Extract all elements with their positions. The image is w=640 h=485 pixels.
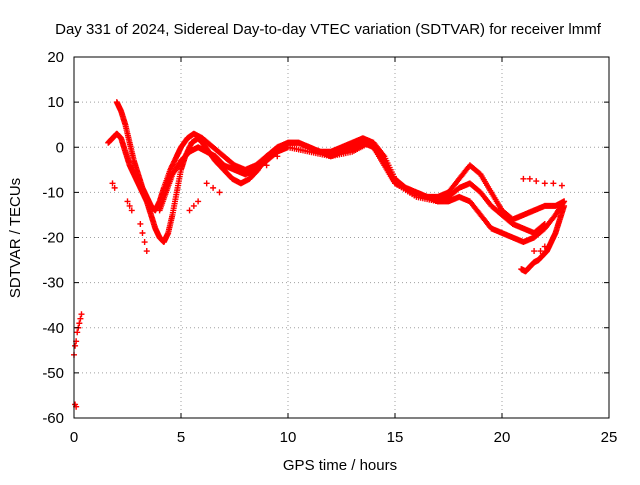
y-tick-label: 20 (47, 49, 64, 66)
data-point (540, 221, 547, 228)
data-point (76, 320, 83, 327)
y-tick-label: 0 (56, 139, 64, 156)
data-point (526, 175, 533, 182)
data-point (128, 207, 135, 214)
data-point (541, 180, 548, 187)
data-point (111, 184, 118, 191)
data-point (139, 229, 146, 236)
data-point (520, 175, 527, 182)
y-tick-label: -10 (42, 184, 64, 201)
y-tick-label: -50 (42, 365, 64, 382)
data-point (137, 220, 144, 227)
data-point (263, 162, 270, 169)
x-tick-label: 10 (280, 429, 297, 446)
x-axis-label: GPS time / hours (283, 457, 397, 474)
data-point (74, 329, 81, 336)
data-point (78, 311, 85, 318)
y-tick-label: -30 (42, 275, 64, 292)
y-axis-label: SDTVAR / TECUs (7, 178, 24, 298)
x-tick-label: 15 (387, 429, 404, 446)
data-point (109, 180, 116, 187)
x-tick-label: 25 (601, 429, 618, 446)
y-tick-label: -40 (42, 320, 64, 337)
data-point (274, 153, 281, 160)
data-point (561, 202, 568, 209)
data-point (541, 220, 548, 227)
axis-ticks: 0 5 10 15 20 25 -60 -50 -40 -30 -20 -10 0 10 20 (42, 49, 617, 446)
data-point (124, 198, 131, 205)
data-point (210, 184, 217, 191)
data-point (77, 315, 84, 322)
data-point (558, 182, 565, 189)
x-tick-label: 20 (494, 429, 511, 446)
data-point (186, 207, 193, 214)
data-point (126, 202, 133, 209)
data-point (190, 202, 197, 209)
y-tick-label: -60 (42, 410, 64, 427)
data-point (195, 198, 202, 205)
data-point (531, 248, 538, 255)
data-point (537, 248, 544, 255)
data-point (143, 248, 150, 255)
data-point (141, 239, 148, 246)
data-point (533, 178, 540, 185)
data-point (550, 180, 557, 187)
grid-lines (74, 57, 609, 418)
x-tick-label: 0 (70, 429, 78, 446)
y-tick-label: -20 (42, 230, 64, 247)
data-point (216, 189, 223, 196)
data-points (71, 99, 568, 410)
chart-title: Day 331 of 2024, Sidereal Day-to-day VTE… (55, 21, 602, 38)
x-tick-label: 5 (177, 429, 185, 446)
y-tick-label: 10 (47, 94, 64, 111)
data-point (203, 180, 210, 187)
data-point (72, 342, 79, 349)
